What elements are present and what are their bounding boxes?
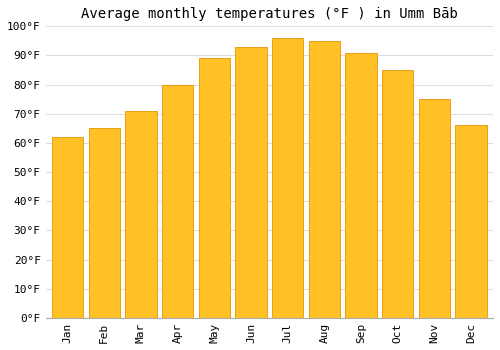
Bar: [162, 85, 193, 318]
Bar: [419, 99, 450, 318]
Bar: [272, 38, 303, 318]
Bar: [236, 47, 266, 318]
Bar: [126, 111, 156, 318]
Bar: [198, 58, 230, 318]
Bar: [308, 41, 340, 318]
Title: Average monthly temperatures (°F ) in Umm Bāb: Average monthly temperatures (°F ) in Um…: [81, 7, 458, 21]
Bar: [52, 137, 83, 318]
Bar: [88, 128, 120, 318]
Bar: [456, 125, 486, 318]
Bar: [382, 70, 414, 318]
Bar: [346, 52, 376, 318]
